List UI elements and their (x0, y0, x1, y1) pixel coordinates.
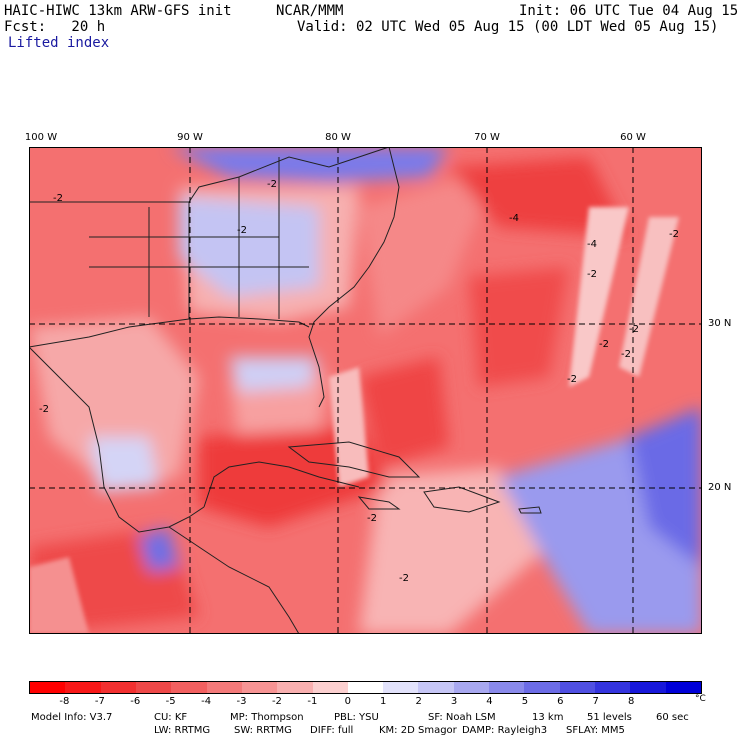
colorbar-tick-label: 3 (450, 696, 458, 707)
footer-sf: SF: Noah LSM (428, 712, 496, 723)
colorbar-tick-label: -7 (94, 696, 105, 707)
colorbar-segment (30, 682, 66, 693)
colorbar-tick-label: 6 (557, 696, 564, 707)
colorbar-tick-label: -5 (165, 696, 176, 707)
field-bands (29, 207, 679, 634)
footer-cu: CU: KF (154, 712, 188, 723)
contour-label: -2 (669, 229, 679, 240)
contour-label: -2 (621, 349, 631, 360)
colorbar-segment (665, 682, 701, 693)
footer-sw: SW: RRTMG (234, 725, 292, 736)
org-label: NCAR/MMM (276, 3, 344, 19)
colorbar-segment (524, 682, 560, 693)
footer-km: KM: 2D Smagor (379, 725, 457, 736)
colorbar-segment (418, 682, 454, 693)
contour-label: -2 (53, 193, 63, 204)
colorbar-segment (559, 682, 595, 693)
footer-resolution: 13 km (532, 712, 564, 723)
colorbar-tick-label: 4 (486, 696, 493, 707)
contour-label: -4 (587, 239, 597, 250)
contour-label: -2 (399, 573, 409, 584)
coastlines (29, 147, 542, 634)
colorbar-segment (206, 682, 242, 693)
contour-label: -2 (237, 225, 247, 236)
colorbar-unit: °C (695, 694, 706, 704)
colorbar-tick-label: 7 (592, 696, 599, 707)
footer-timestep: 60 sec (656, 712, 689, 723)
colorbar-segment (100, 682, 136, 693)
lon-label-70w: 70 W (474, 132, 500, 143)
footer-model-info: Model Info: V3.7 (31, 712, 113, 723)
colorbar-segment (595, 682, 631, 693)
colorbar-tick-label: 0 (344, 696, 351, 707)
colorbar-segment (277, 682, 313, 693)
field-name: Lifted index (8, 35, 110, 51)
forecast-hour: Fcst: 20 h (4, 19, 106, 35)
field-shading (29, 147, 702, 634)
contour-label: -2 (567, 374, 577, 385)
colorbar-segment (171, 682, 207, 693)
colorbar-tick-label: -4 (201, 696, 212, 707)
colorbar (29, 681, 702, 694)
footer-levels: 51 levels (587, 712, 632, 723)
colorbar-segment (630, 682, 666, 693)
colorbar-segment (383, 682, 419, 693)
map-frame (29, 147, 702, 634)
footer-damp: DAMP: Rayleigh3 (462, 725, 548, 736)
contour-label: -2 (367, 513, 377, 524)
colorbar-segment (453, 682, 490, 693)
colorbar-tick-label: -1 (307, 696, 318, 707)
lon-label-80w: 80 W (325, 132, 351, 143)
footer-sflay: SFLAY: MM5 (566, 725, 625, 736)
contour-label: -2 (587, 269, 597, 280)
colorbar-segment (312, 682, 348, 693)
colorbar-tick-label: -3 (236, 696, 247, 707)
colorbar-segment (241, 682, 278, 693)
valid-time: Valid: 02 UTC Wed 05 Aug 15 (00 LDT Wed … (297, 19, 719, 35)
lat-label-20n: 20 N (708, 482, 732, 493)
footer-pbl: PBL: YSU (334, 712, 379, 723)
colorbar-tick-label: 5 (521, 696, 529, 707)
lat-label-30n: 30 N (708, 318, 732, 329)
latlon-grid (29, 147, 702, 634)
contour-labels: -2 -2 -2 -2 -4 -4 -2 -2 -2 -2 -2 -2 -2 -… (39, 179, 679, 584)
colorbar-segment (135, 682, 172, 693)
footer-mp: MP: Thompson (230, 712, 304, 723)
colorbar-segment (489, 682, 525, 693)
lon-label-90w: 90 W (177, 132, 203, 143)
colorbar-tick-label: 8 (627, 696, 635, 707)
lon-label-60w: 60 W (620, 132, 646, 143)
contour-label: -2 (267, 179, 277, 190)
footer-diff: DIFF: full (310, 725, 354, 736)
lifted-index-map: -2 -2 -2 -2 -4 -4 -2 -2 -2 -2 -2 -2 -2 -… (29, 147, 702, 634)
colorbar-tick-label: -8 (59, 696, 70, 707)
lon-label-100w: 100 W (24, 132, 58, 143)
contour-label: -4 (509, 213, 519, 224)
init-time: Init: 06 UTC Tue 04 Aug 15 (519, 3, 739, 19)
contour-label: -2 (599, 339, 609, 350)
colorbar-tick-label: 2 (415, 696, 422, 707)
model-title: HAIC-HIWC 13km ARW-GFS init (4, 3, 232, 19)
contour-label: -2 (39, 404, 49, 415)
colorbar-segment (65, 682, 101, 693)
colorbar-tick-label: 1 (380, 696, 387, 707)
footer-lw: LW: RRTMG (154, 725, 211, 736)
colorbar-tick-label: -6 (130, 696, 141, 707)
colorbar-segment (347, 682, 384, 693)
contour-label: -2 (629, 324, 639, 335)
colorbar-tick-label: -2 (271, 696, 282, 707)
